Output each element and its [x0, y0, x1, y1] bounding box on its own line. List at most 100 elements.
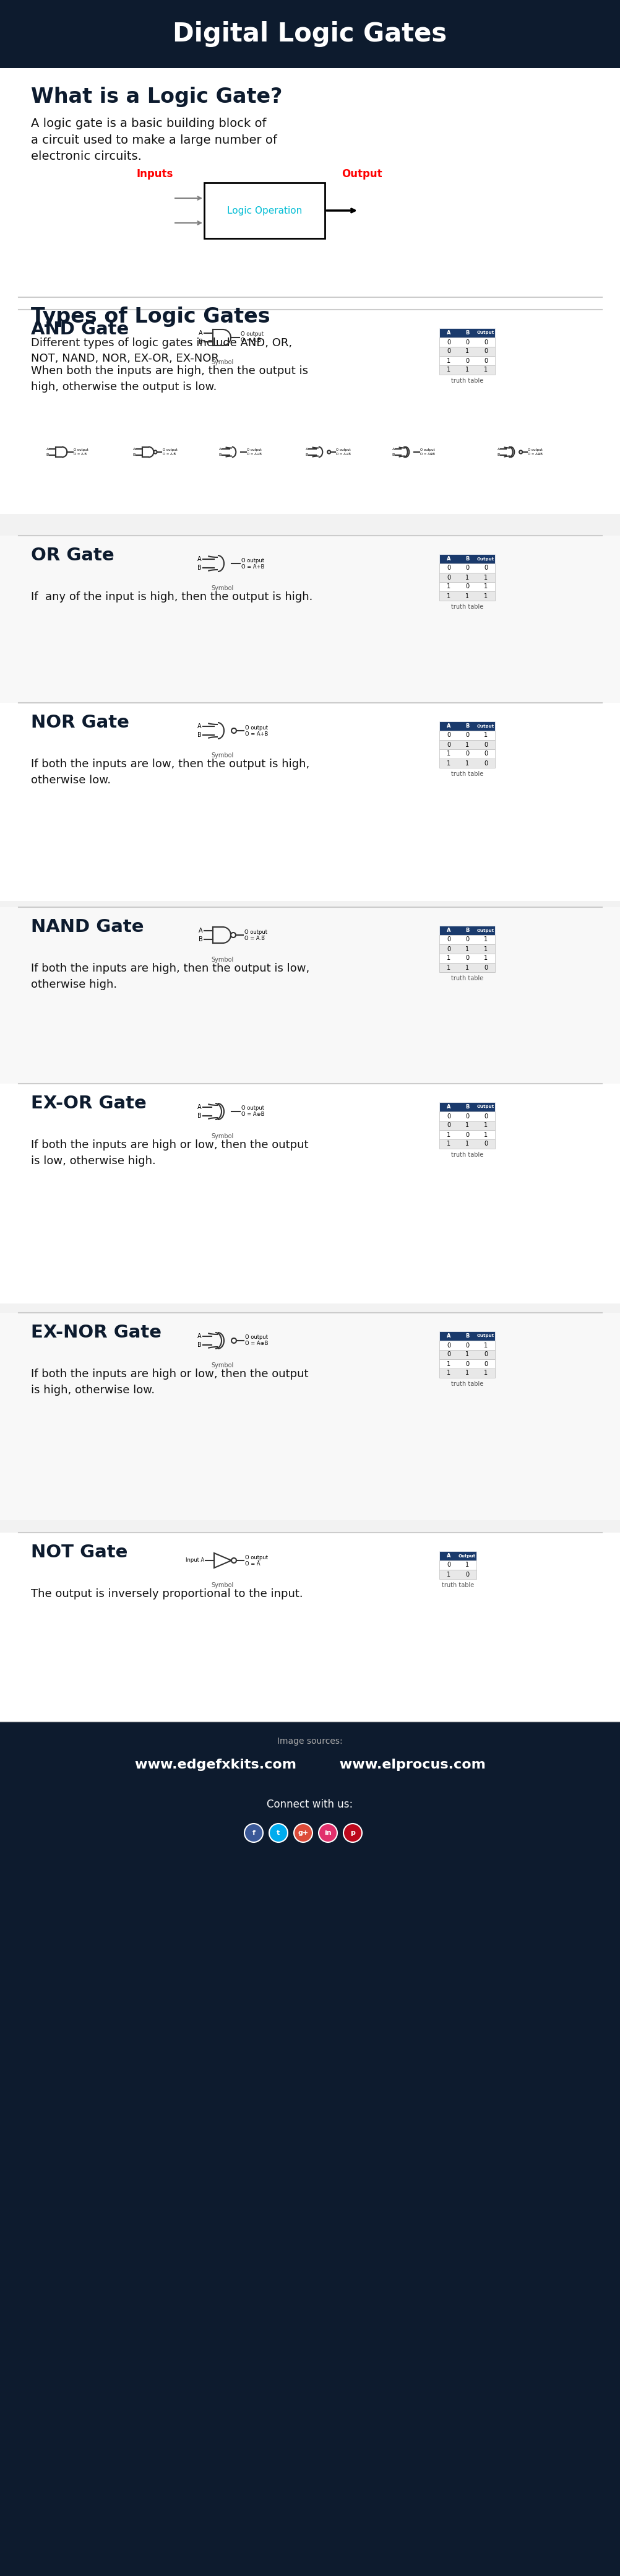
Text: A: A — [133, 448, 136, 451]
Circle shape — [318, 1824, 337, 1842]
Circle shape — [231, 1337, 236, 1342]
Bar — [0, 536, 620, 719]
Circle shape — [154, 451, 157, 453]
Text: A: A — [446, 1334, 450, 1340]
Text: B: B — [133, 453, 136, 456]
Text: 0: 0 — [465, 938, 469, 943]
Bar — [204, 183, 324, 240]
Circle shape — [519, 451, 522, 453]
Text: 1: 1 — [484, 585, 487, 590]
Text: O = A.B: O = A.B — [73, 453, 86, 456]
Text: Output: Output — [477, 724, 494, 729]
Text: NOT Gate: NOT Gate — [31, 1543, 128, 1561]
Text: B: B — [497, 453, 499, 456]
Circle shape — [231, 729, 236, 734]
Text: NAND Gate: NAND Gate — [31, 917, 144, 935]
Bar — [439, 327, 495, 337]
Text: 0: 0 — [465, 358, 469, 363]
Text: O = A.B: O = A.B — [241, 337, 261, 343]
Bar — [439, 1561, 476, 1569]
Text: A: A — [197, 1105, 202, 1110]
Text: 0: 0 — [465, 1571, 469, 1577]
Text: 1: 1 — [446, 963, 450, 971]
Text: 1: 1 — [465, 1370, 469, 1376]
Text: 0: 0 — [465, 1342, 469, 1347]
Text: Symbol: Symbol — [211, 1582, 234, 1589]
Text: 1: 1 — [484, 956, 487, 961]
Text: 0: 0 — [446, 732, 450, 739]
Text: B: B — [197, 1113, 202, 1118]
Bar — [0, 296, 620, 515]
Text: 0: 0 — [465, 340, 469, 345]
Bar — [439, 721, 495, 732]
Text: If both the inputs are high, then the output is low,
otherwise high.: If both the inputs are high, then the ou… — [31, 963, 309, 989]
Text: truth table: truth table — [451, 603, 483, 611]
Bar — [0, 703, 620, 902]
Bar — [439, 732, 495, 739]
Text: in: in — [324, 1829, 331, 1837]
Text: 0: 0 — [484, 963, 487, 971]
Text: B: B — [465, 556, 469, 562]
Text: Output: Output — [342, 167, 382, 180]
Text: 1: 1 — [484, 574, 487, 580]
Text: A: A — [446, 724, 450, 729]
Text: 1: 1 — [484, 1123, 487, 1128]
Text: 1: 1 — [465, 348, 469, 355]
Text: Symbol: Symbol — [211, 1363, 234, 1368]
Text: t: t — [277, 1829, 280, 1837]
Text: p: p — [350, 1829, 355, 1837]
Text: If  any of the input is high, then the output is high.: If any of the input is high, then the ou… — [31, 592, 312, 603]
Text: truth table: truth table — [451, 379, 483, 384]
Text: If both the inputs are high or low, then the output
is high, otherwise low.: If both the inputs are high or low, then… — [31, 1368, 308, 1396]
Circle shape — [327, 451, 330, 453]
Bar — [439, 1350, 495, 1360]
Text: A: A — [305, 448, 308, 451]
Text: B: B — [392, 453, 394, 456]
Bar — [439, 935, 495, 945]
Bar — [439, 1332, 495, 1340]
Text: A logic gate is a basic building block of
a circuit used to make a large number : A logic gate is a basic building block o… — [31, 118, 277, 162]
Text: f: f — [252, 1829, 255, 1837]
Text: O = A.B̅: O = A.B̅ — [244, 935, 265, 940]
Text: 1: 1 — [465, 945, 469, 953]
Text: O = A⊕B: O = A⊕B — [528, 453, 542, 456]
Text: Inputs: Inputs — [136, 167, 173, 180]
Circle shape — [343, 1824, 361, 1842]
Text: A: A — [197, 1334, 202, 1340]
Text: Symbol: Symbol — [211, 1133, 234, 1139]
Text: 0: 0 — [446, 742, 450, 747]
Bar — [439, 1139, 495, 1149]
Text: 1: 1 — [446, 1370, 450, 1376]
Bar — [439, 945, 495, 953]
Text: 0: 0 — [484, 1141, 487, 1146]
Text: O output: O output — [528, 448, 542, 451]
Bar — [439, 564, 495, 572]
Text: 1: 1 — [446, 366, 450, 374]
Text: What is a Logic Gate?: What is a Logic Gate? — [31, 88, 282, 108]
Text: 0: 0 — [465, 1131, 469, 1139]
Text: O = A+B: O = A+B — [241, 564, 264, 569]
Text: O output: O output — [245, 1553, 268, 1561]
Bar — [439, 582, 495, 592]
Text: O output: O output — [241, 1105, 264, 1110]
Text: B: B — [305, 453, 308, 456]
Text: www.edgefxkits.com         www.elprocus.com: www.edgefxkits.com www.elprocus.com — [135, 1759, 485, 1772]
Text: 1: 1 — [484, 1370, 487, 1376]
Text: 0: 0 — [484, 742, 487, 747]
Text: 1: 1 — [446, 1360, 450, 1368]
Text: 1: 1 — [484, 732, 487, 739]
Text: Output: Output — [477, 927, 494, 933]
Text: 0: 0 — [446, 340, 450, 345]
Bar — [439, 348, 495, 355]
Text: truth table: truth table — [451, 1151, 483, 1159]
Text: A: A — [446, 1105, 450, 1110]
Text: O = A⊕B: O = A⊕B — [241, 1113, 264, 1118]
Text: 0: 0 — [484, 358, 487, 363]
Text: truth table: truth table — [451, 976, 483, 981]
Text: A: A — [46, 448, 49, 451]
Bar — [0, 1721, 620, 1906]
Text: Image sources:: Image sources: — [277, 1736, 342, 1747]
Text: 0: 0 — [446, 564, 450, 572]
Text: 0: 0 — [465, 1360, 469, 1368]
Text: 1: 1 — [465, 1561, 469, 1569]
